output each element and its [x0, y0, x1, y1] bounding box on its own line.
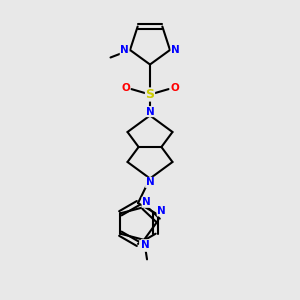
- Text: N: N: [171, 45, 180, 55]
- Text: N: N: [157, 206, 166, 216]
- Text: N: N: [142, 197, 151, 207]
- Text: N: N: [120, 45, 129, 55]
- Text: O: O: [170, 82, 179, 93]
- Text: S: S: [146, 88, 154, 101]
- Text: N: N: [140, 241, 148, 251]
- Text: N: N: [141, 240, 150, 250]
- Text: O: O: [121, 82, 130, 93]
- Text: N: N: [146, 106, 154, 117]
- Text: N: N: [146, 177, 154, 188]
